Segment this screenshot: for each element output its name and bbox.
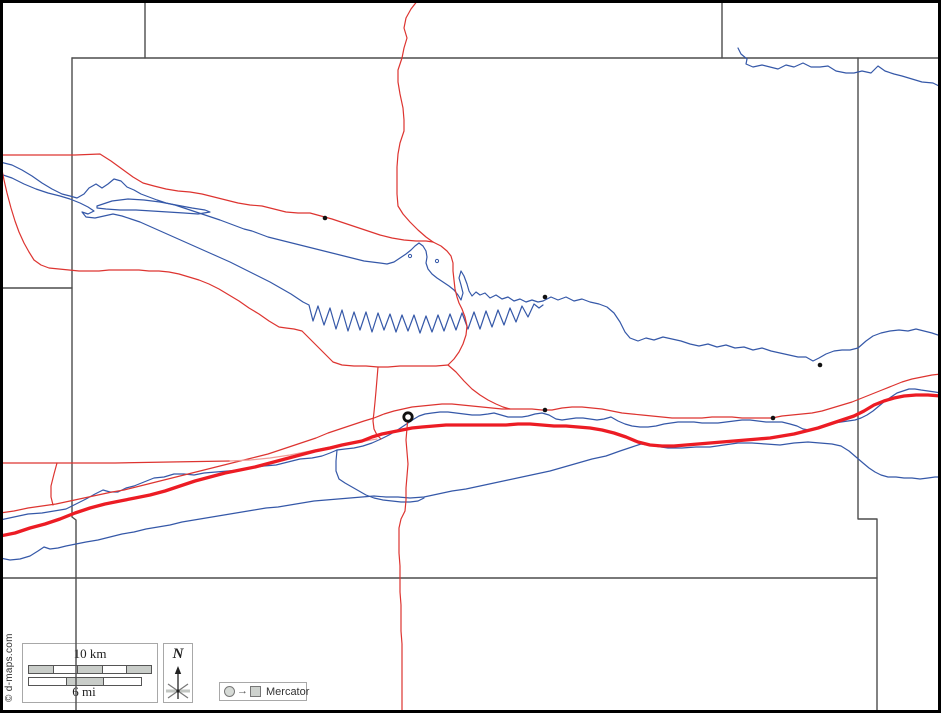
scale-segment: [78, 666, 103, 673]
river-line: [0, 441, 941, 561]
copyright-text: © d-maps.com: [4, 633, 15, 702]
river-line: [335, 449, 425, 503]
scale-km-bar: [28, 665, 152, 674]
road-line: [447, 364, 511, 410]
river-line: [0, 388, 941, 521]
islet-marker: [434, 258, 440, 264]
town-dot-marker: [817, 362, 823, 368]
road-line: [0, 460, 231, 464]
river-line: [0, 173, 544, 334]
road-line: [372, 366, 382, 440]
county-boundary-line: [71, 57, 77, 713]
road-line: [0, 373, 941, 514]
road-line: [0, 160, 449, 368]
road-line: [50, 462, 58, 506]
compass-star-icon: [166, 666, 190, 699]
road-line: [396, 0, 434, 243]
town-dot-marker: [322, 215, 328, 221]
scale-segment: [54, 666, 79, 673]
projection-legend: → Mercator: [219, 682, 310, 701]
scale-segment: [29, 666, 54, 673]
scale-segment: [103, 666, 128, 673]
projected-square-icon: [250, 686, 261, 697]
county-seat-marker: [402, 411, 414, 423]
scale-bar: 10 km 6 mi: [22, 643, 158, 703]
road-line: [0, 153, 434, 243]
county-boundary-line: [857, 57, 878, 713]
projection-label: Mercator: [266, 685, 310, 698]
scale-mi-label: 6 mi: [72, 684, 96, 699]
road-light-line: [229, 438, 378, 462]
town-dot-marker: [770, 415, 776, 421]
road-line: [398, 416, 409, 713]
town-dot-marker: [542, 407, 548, 413]
islet-marker: [407, 253, 413, 259]
scale-km-label: 10 km: [73, 646, 107, 661]
river-line: [96, 198, 211, 215]
globe-circle-icon: [224, 686, 235, 697]
north-indicator: N: [163, 643, 193, 703]
river-line: [0, 161, 544, 303]
highway-line: [0, 393, 941, 538]
north-label: N: [172, 646, 184, 662]
river-line: [737, 47, 941, 88]
scale-segment: [127, 666, 151, 673]
river-line: [542, 296, 941, 362]
town-dot-marker: [542, 294, 548, 300]
arrow-right-icon: →: [237, 685, 248, 697]
road-line: [432, 241, 468, 366]
